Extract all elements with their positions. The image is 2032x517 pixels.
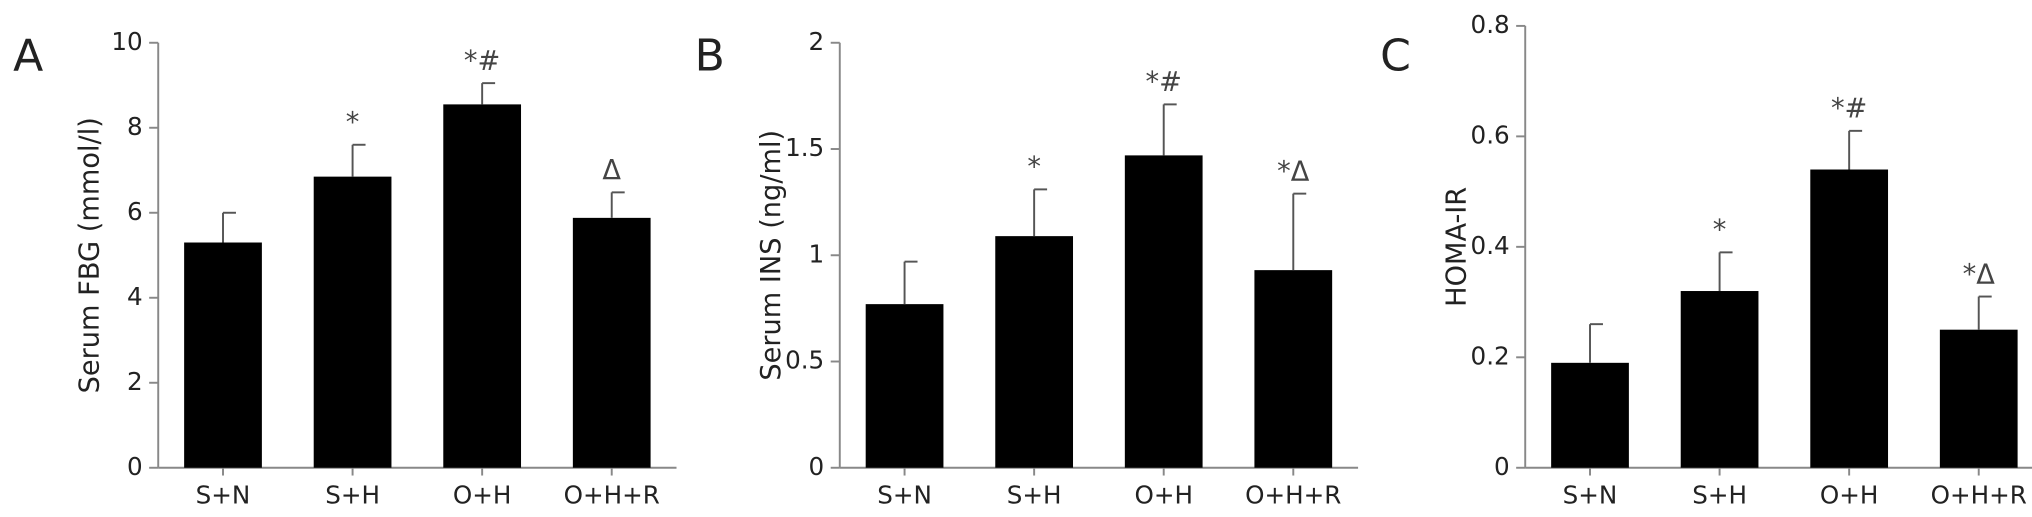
x-tick-label: S+H: [1007, 480, 1062, 509]
x-tick-label: O+H+R: [1931, 480, 2027, 509]
y-axis-label: Serum FBG (mmol/l): [74, 117, 105, 393]
panel-letter: A: [13, 30, 43, 81]
x-tick-label: S+N: [1563, 480, 1618, 509]
bar: [313, 176, 392, 468]
x-tick-label: S+N: [877, 480, 932, 509]
x-tick-label: O+H+R: [1245, 480, 1341, 509]
bar: [865, 304, 944, 468]
x-tick-label: O+H: [1820, 480, 1879, 509]
y-tick-label: 6: [127, 197, 143, 226]
annotation: *: [346, 108, 360, 139]
bar: [1939, 329, 2018, 468]
panel-letter: B: [695, 30, 725, 81]
y-tick-label: 0: [127, 452, 143, 481]
annotation: Δ: [602, 155, 621, 186]
bar: [1551, 362, 1629, 468]
bar: [443, 104, 522, 468]
panel-letter: C: [1380, 30, 1411, 81]
x-tick-label: S+N: [196, 480, 251, 509]
bar: [572, 217, 651, 468]
annotation: *: [1713, 215, 1727, 246]
bar: [184, 242, 262, 468]
y-tick-label: 0.4: [1471, 231, 1510, 260]
annotation: *Δ: [1963, 259, 1996, 290]
annotation: *: [1027, 152, 1041, 183]
y-tick-label: 1.5: [785, 133, 824, 162]
y-tick-label: 8: [127, 112, 143, 141]
annotation: *Δ: [1277, 156, 1310, 187]
x-tick-label: O+H: [453, 480, 512, 509]
y-tick-label: 0: [809, 452, 825, 481]
annotation: *#: [1146, 67, 1182, 98]
y-tick-label: 0.5: [785, 346, 824, 375]
x-tick-label: O+H+R: [564, 480, 660, 509]
bar: [1680, 291, 1759, 468]
x-tick-label: S+H: [1692, 480, 1747, 509]
y-tick-label: 0: [1494, 452, 1510, 481]
annotation: *#: [1831, 94, 1867, 125]
annotation: *#: [464, 46, 500, 77]
x-tick-label: S+H: [325, 480, 380, 509]
bar: [1254, 270, 1333, 468]
bar: [1124, 155, 1203, 468]
y-tick-label: 0.6: [1471, 120, 1510, 149]
bar: [1810, 169, 1889, 468]
bar: [995, 236, 1074, 468]
y-tick-label: 2: [127, 367, 143, 396]
y-axis-label: HOMA-IR: [1441, 187, 1472, 307]
y-tick-label: 0.8: [1471, 10, 1510, 39]
y-tick-label: 4: [127, 282, 143, 311]
x-tick-label: O+H: [1134, 480, 1193, 509]
y-tick-label: 0.2: [1471, 341, 1510, 370]
y-axis-label: Serum INS (ng/ml): [756, 130, 787, 381]
y-tick-label: 2: [809, 27, 825, 56]
y-tick-label: 10: [111, 27, 142, 56]
y-tick-label: 1: [809, 239, 825, 268]
